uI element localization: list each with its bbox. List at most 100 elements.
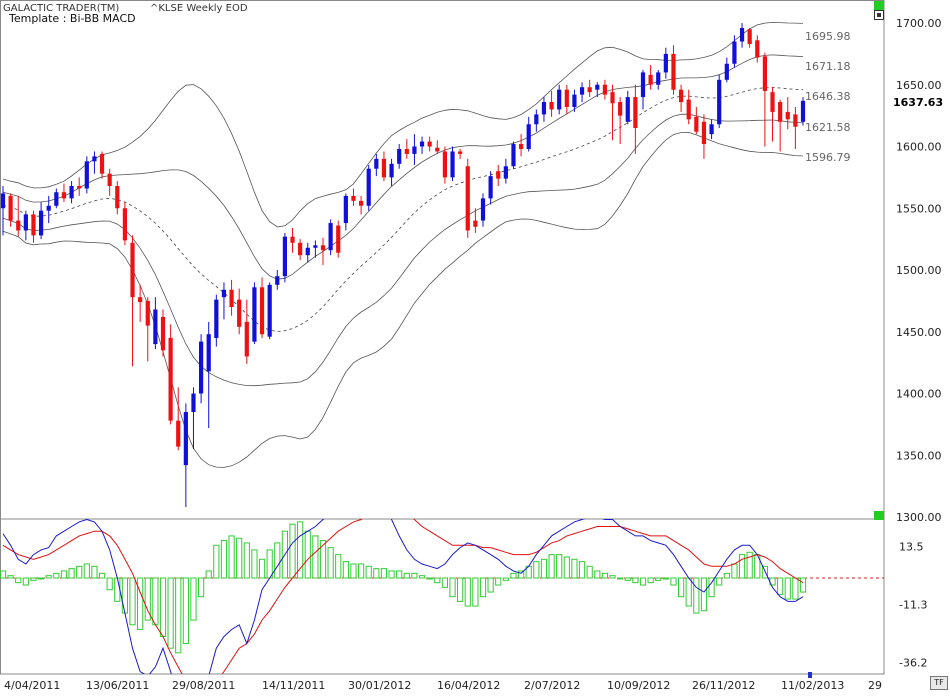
macd-histogram-bar: [647, 577, 654, 584]
macd-histogram-bar: [297, 521, 304, 579]
macd-histogram-bar: [655, 577, 662, 581]
macd-histogram-bar: [632, 577, 639, 584]
candle-body: [290, 236, 295, 243]
panel-divider-green-marker[interactable]: [874, 511, 884, 520]
candle-body: [267, 284, 272, 337]
macd-histogram-bar: [129, 577, 136, 626]
macd-histogram-bar: [7, 575, 14, 579]
bottom-blue-marker[interactable]: [808, 672, 812, 678]
plot-border: [0, 0, 885, 675]
macd-histogram-bar: [594, 570, 601, 579]
template-label: Template : Bi-BB MACD: [9, 12, 136, 25]
macd-histogram-bar: [327, 547, 334, 579]
macd-histogram-bar: [670, 577, 677, 586]
candle-body: [115, 186, 120, 209]
date-tick-label: 30/01/2012: [348, 679, 411, 692]
symbol-title: ^KLSE Weekly EOD: [150, 3, 248, 14]
macd-line: [2, 519, 804, 674]
candle-body: [503, 166, 508, 179]
macd-histogram-bar: [426, 577, 433, 580]
macd-histogram-bar: [350, 563, 357, 579]
tf-button[interactable]: TF: [930, 676, 948, 690]
candle-body: [419, 141, 425, 147]
candle-body: [557, 89, 562, 110]
macd-histogram-bar: [281, 530, 289, 579]
top-right-green-marker[interactable]: [874, 1, 884, 10]
macd-histogram-bar: [76, 565, 83, 579]
candle-body: [587, 87, 592, 93]
macd-panel: [0, 519, 884, 674]
candle-body: [191, 393, 196, 413]
macd-histogram-bar: [548, 554, 555, 579]
macd-histogram-bar: [677, 577, 685, 598]
candle-body: [237, 299, 242, 327]
macd-histogram-bar: [441, 577, 449, 588]
macd-histogram-bar: [472, 577, 479, 607]
price-tick-label: 1300.00: [896, 511, 942, 524]
candle-body: [480, 198, 486, 221]
candle-body: [473, 220, 478, 227]
candle-body: [656, 72, 661, 85]
price-tick-label: 1350.00: [896, 449, 942, 462]
macd-histogram-bar: [411, 572, 418, 579]
macd-histogram-bar: [213, 544, 220, 579]
macd-histogram-bar: [403, 572, 410, 579]
zoom-box-icon[interactable]: [874, 10, 884, 20]
candle-body: [458, 151, 463, 154]
macd-histogram-bar: [617, 577, 624, 580]
macd-histogram-bar: [784, 577, 791, 600]
macd-histogram-bar: [60, 570, 68, 579]
candle-body: [145, 300, 150, 326]
candle-body: [54, 192, 59, 206]
macd-histogram-bar: [609, 575, 616, 579]
candle-body: [747, 29, 752, 44]
date-tick-label: 14/11/2011: [262, 679, 325, 692]
candle-body: [541, 102, 547, 115]
macd-histogram-bar: [175, 577, 182, 654]
candle-body: [518, 144, 524, 149]
candle-body: [358, 200, 364, 206]
candle-body: [648, 74, 653, 85]
last-price-label: 1637.63: [893, 96, 943, 109]
candle-body: [770, 92, 775, 112]
candle-body: [404, 148, 409, 154]
price-tick-label: 1700.00: [896, 17, 942, 30]
macd-histogram-bar: [0, 570, 7, 579]
macd-histogram-bar: [373, 568, 380, 579]
candle-body: [427, 141, 432, 147]
macd-histogram-bar: [693, 577, 700, 614]
candle-body: [755, 40, 760, 58]
candle-body: [435, 147, 440, 152]
candle-body: [579, 87, 585, 95]
macd-histogram-bar: [738, 554, 746, 579]
macd-histogram-bar: [761, 565, 769, 579]
candle-body: [259, 287, 265, 335]
macd-histogram-bar: [15, 577, 22, 584]
macd-histogram-bar: [357, 563, 365, 579]
candle-body: [84, 161, 89, 189]
macd-histogram-bar: [578, 561, 586, 579]
candle-body: [686, 99, 691, 120]
candle-body: [732, 41, 737, 64]
macd-histogram-bar: [388, 570, 395, 579]
macd-histogram-bar: [45, 575, 52, 579]
candle-body: [465, 166, 470, 231]
candle-body: [724, 63, 729, 80]
candle-body: [77, 186, 82, 189]
candle-body: [694, 116, 699, 132]
axes: 1700.00 1650.00 1600.00 1550.00 1500.00 1450.…: [4, 17, 943, 692]
candle-body: [442, 151, 448, 178]
macd-histogram-bar: [777, 577, 784, 595]
macd-histogram-bar: [510, 572, 517, 579]
macd-histogram-bar: [167, 577, 174, 649]
candle-body: [198, 341, 204, 394]
macd-histogram-bar: [251, 549, 258, 579]
candle-body: [366, 168, 371, 206]
candle-body: [122, 208, 128, 241]
candle-body: [138, 297, 143, 303]
candle-body: [252, 287, 257, 342]
macd-histogram-bar: [418, 575, 426, 579]
candle-body: [381, 158, 387, 178]
candle-body: [709, 124, 714, 135]
candle-body: [130, 242, 135, 298]
